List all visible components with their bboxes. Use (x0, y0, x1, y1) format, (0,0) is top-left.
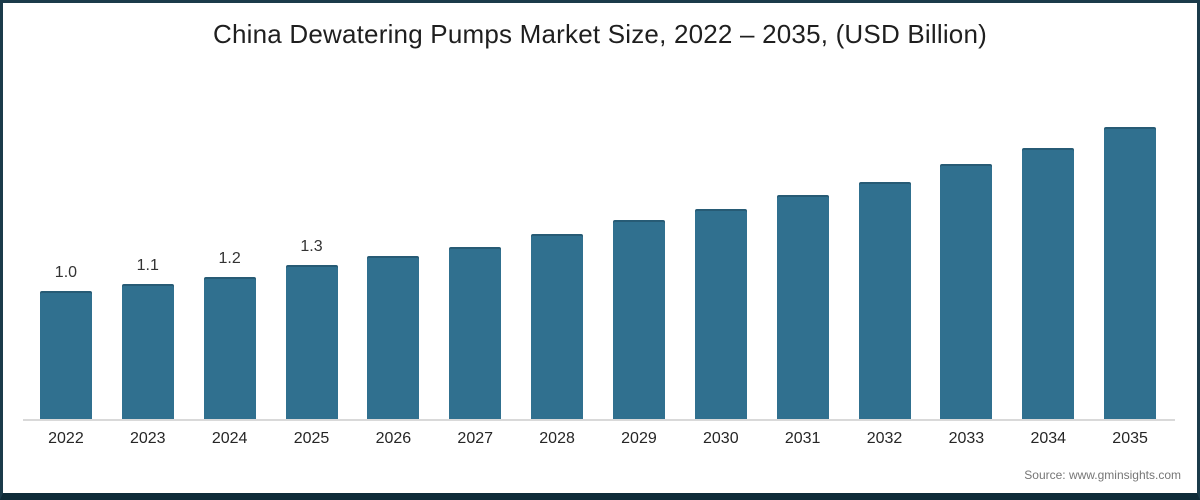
source-note: Source: www.gminsights.com (1024, 468, 1181, 482)
x-tick-2032: 2032 (866, 430, 903, 447)
x-tick-2027: 2027 (457, 430, 494, 447)
bar-2033 (940, 164, 993, 419)
x-tick-2024: 2024 (211, 430, 248, 447)
x-tick-2025: 2025 (293, 430, 330, 447)
bar-column-2032 (844, 123, 926, 419)
x-tick-2030: 2030 (703, 430, 739, 447)
bar-2023 (121, 284, 174, 419)
bar-2034 (1022, 148, 1075, 419)
x-tick-2034: 2034 (1030, 430, 1067, 447)
bar-column-2035 (1089, 123, 1171, 419)
x-tick-2031: 2031 (784, 430, 821, 447)
bar-2029 (612, 220, 665, 419)
bar-column-2023: 1.1 (107, 123, 189, 419)
bar-column-2024: 1.2 (189, 123, 271, 419)
bar-2024 (203, 277, 256, 419)
bar-2031 (776, 195, 829, 419)
x-axis-labels: 2022 2023 2024 2025 2026 2027 2028 2029 2030 2031… (25, 430, 1171, 448)
bar-column-2033 (925, 123, 1007, 419)
bar-2026 (367, 256, 420, 419)
x-tick-2022: 2022 (48, 430, 84, 447)
x-tick-2029: 2029 (621, 430, 657, 447)
bar-2032 (858, 182, 911, 419)
bar-value-label-2022: 1.0 (54, 264, 78, 281)
bar-column-2027 (434, 123, 516, 419)
x-tick-2028: 2028 (539, 430, 575, 447)
bar-2028 (531, 234, 584, 419)
bar-column-2029 (598, 123, 680, 419)
bar-column-2022: 1.0 (25, 123, 107, 419)
chart-title: China Dewatering Pumps Market Size, 2022… (213, 19, 987, 49)
x-axis-line (23, 419, 1175, 421)
bar-value-label-2023: 1.1 (136, 257, 159, 274)
bar-value-label-2025: 1.3 (300, 238, 323, 255)
bar-column-2034 (1007, 123, 1089, 419)
x-tick-2026: 2026 (375, 430, 412, 447)
bar-2025 (285, 265, 338, 419)
bar-2030 (694, 209, 747, 419)
bar-column-2028 (516, 123, 598, 419)
bars-row: 1.0 1.1 1.2 1.3 (25, 123, 1171, 419)
bar-column-2026 (352, 123, 434, 419)
x-tick-2035: 2035 (1112, 430, 1148, 447)
bar-2022 (39, 291, 92, 419)
bar-2035 (1104, 127, 1157, 419)
x-tick-2023: 2023 (129, 430, 166, 447)
bar-column-2025: 1.3 (271, 123, 353, 419)
x-tick-2033: 2033 (948, 430, 985, 447)
bar-value-label-2024: 1.2 (218, 250, 241, 267)
bar-2027 (449, 247, 502, 419)
bar-column-2030 (680, 123, 762, 419)
bar-column-2031 (762, 123, 844, 419)
